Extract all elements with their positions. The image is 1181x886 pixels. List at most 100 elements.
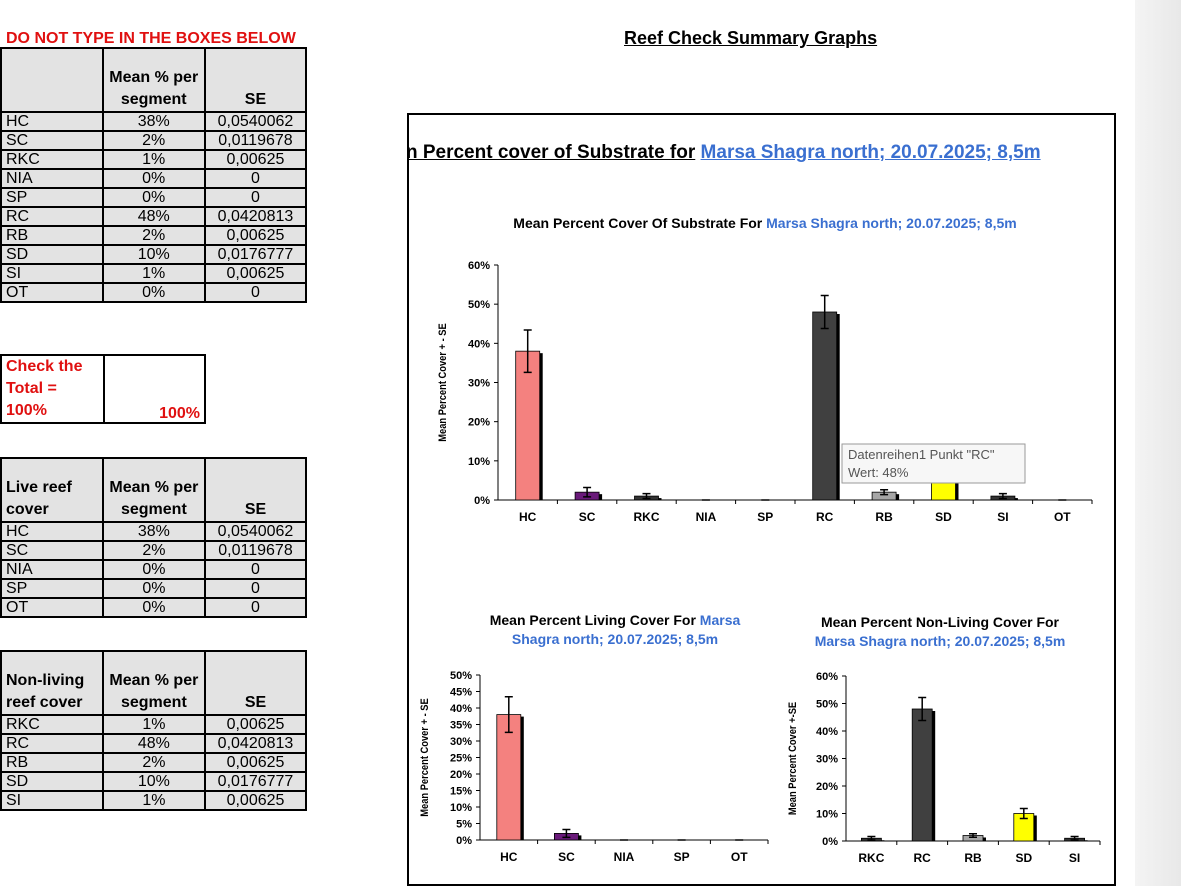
y-tick-label: 30%	[468, 378, 490, 390]
y-tick-label: 40%	[468, 338, 490, 350]
y-tick-label: 50%	[468, 299, 490, 311]
data-table: Live reef cover Mean % per segment SE HC 38%…	[0, 457, 307, 618]
error-bar	[820, 294, 829, 330]
table-cell: 0,0420813	[204, 733, 307, 754]
table-cell: 0,0176777	[204, 771, 307, 792]
table-cell: 0,00625	[203, 149, 308, 170]
x-tick-label: OT	[731, 850, 748, 864]
table-cell: 0,0176777	[203, 244, 308, 265]
check-row: Check the Total = 100% 100%	[0, 354, 207, 424]
x-tick-label: SP	[757, 510, 773, 524]
error-bar	[880, 488, 889, 496]
y-tick-label: 10%	[468, 456, 490, 468]
table-row: RB 2% 0,00625	[0, 752, 307, 773]
table-cell: SP	[0, 578, 104, 599]
y-tick-label: 50%	[816, 699, 838, 711]
y-tick-label: 60%	[816, 671, 838, 683]
header-row: Live reef cover Mean % per segment SE	[0, 457, 307, 523]
table-row: SC 2% 0,0119678	[0, 130, 308, 151]
chart-title-text: Mean Percent Living Cover For	[489, 612, 696, 628]
table-cell: 0	[203, 168, 308, 189]
table-cell: SC	[0, 130, 104, 151]
page-title: Reef Check Summary Graphs	[624, 28, 878, 48]
table-cell: SP	[0, 187, 104, 208]
table-cell: 0%	[101, 559, 207, 580]
y-tick-label: 30%	[816, 754, 838, 766]
y-tick-label: 20%	[450, 769, 472, 781]
table-cell: 48%	[101, 733, 207, 754]
error-bar	[867, 835, 876, 841]
y-axis-label: Mean Percent Cover + - SE	[437, 323, 449, 442]
table-cell: SD	[0, 771, 104, 792]
chart-frame	[407, 113, 1116, 886]
warning: DO NOT TYPE IN THE BOXES BELOW	[6, 30, 296, 47]
y-tick-label: 15%	[450, 786, 472, 798]
y-tick-label: 25%	[450, 753, 472, 765]
y-tick-label: 40%	[450, 703, 472, 715]
chart-title-site: Marsa Shagra north; 20.07.2025; 8,5m	[814, 633, 1066, 649]
table-cell: 0,00625	[204, 790, 307, 811]
table-cell: SD	[0, 244, 104, 265]
y-axis-label: Mean Percent Cover +-SE	[787, 702, 799, 815]
table-cell: NIA	[0, 168, 104, 189]
check-label: Check the Total = 100%	[0, 354, 105, 424]
chart-title-text: Mean Percent Cover Of Substrate For	[513, 215, 763, 231]
table-row: NIA 0% 0	[0, 559, 307, 580]
table-row: SD 10% 0,0176777	[0, 771, 307, 792]
chart-title: Mean Percent Non-Living Cover For Marsa …	[805, 613, 1075, 651]
table-row: SP 0% 0	[0, 187, 308, 208]
table-row: OT 0% 0	[0, 282, 308, 303]
table-row: RC 48% 0,0420813	[0, 206, 308, 227]
error-bar	[504, 696, 513, 734]
table-cell: SI	[0, 790, 104, 811]
table-cell: RC	[0, 733, 104, 754]
y-tick-label: 5%	[456, 819, 472, 831]
table-cell: 0,0540062	[203, 111, 308, 132]
bar	[812, 311, 838, 501]
table-cell: RB	[0, 225, 104, 246]
header-cell: Mean % per segment	[101, 47, 206, 113]
table-cell: 0	[204, 578, 307, 599]
table-cell: RB	[0, 752, 104, 773]
table-cell: 0,0119678	[203, 130, 308, 151]
check-table: Check the Total = 100% 100%	[0, 354, 207, 424]
table-cell: 0	[204, 559, 307, 580]
table-row: RKC 1% 0,00625	[0, 149, 308, 170]
table-row: RC 48% 0,0420813	[0, 733, 307, 754]
y-tick-label: 35%	[450, 720, 472, 732]
table-cell: SI	[0, 263, 104, 284]
x-tick-label: RC	[914, 851, 932, 865]
x-tick-label: RKC	[858, 851, 884, 865]
error-bar	[969, 833, 977, 838]
bar	[515, 350, 541, 501]
x-tick-label: RB	[964, 851, 982, 865]
x-tick-label: SC	[579, 510, 596, 524]
y-tick-label: 50%	[450, 670, 472, 682]
tooltip-box	[841, 443, 1026, 484]
x-tick-label: NIA	[696, 510, 717, 524]
table-cell: 0,00625	[203, 263, 308, 284]
error-bar	[562, 828, 571, 839]
header-cell: SE	[203, 47, 308, 113]
chart-title-text: Mean Percent Non-Living Cover For	[820, 614, 1060, 630]
chart-title-site: Marsa Shagra north; 20.07.2025; 8,5m	[511, 612, 741, 647]
x-tick-label: NIA	[614, 850, 635, 864]
table-cell: 2%	[101, 540, 207, 561]
table-row: OT 0% 0	[0, 597, 307, 618]
error-bar	[918, 696, 927, 722]
table-cell: SC	[0, 540, 104, 561]
table-row: HC 38% 0,0540062	[0, 521, 307, 542]
table-row: SI 1% 0,00625	[0, 263, 308, 284]
table-cell: RKC	[0, 714, 104, 735]
x-tick-label: SD	[935, 510, 952, 524]
error-bar	[1070, 835, 1079, 841]
chart-title: Mean Percent Cover Of Substrate For Mars…	[470, 214, 1060, 233]
table-cell: OT	[0, 282, 104, 303]
x-tick-label: RB	[875, 510, 893, 524]
error-bar	[583, 486, 592, 498]
table-cell: 1%	[101, 263, 206, 284]
x-tick-label: SI	[997, 510, 1008, 524]
header-cell: Mean % per segment	[101, 650, 207, 716]
error-bar	[1019, 807, 1028, 820]
table-cell: 0,00625	[204, 714, 307, 735]
